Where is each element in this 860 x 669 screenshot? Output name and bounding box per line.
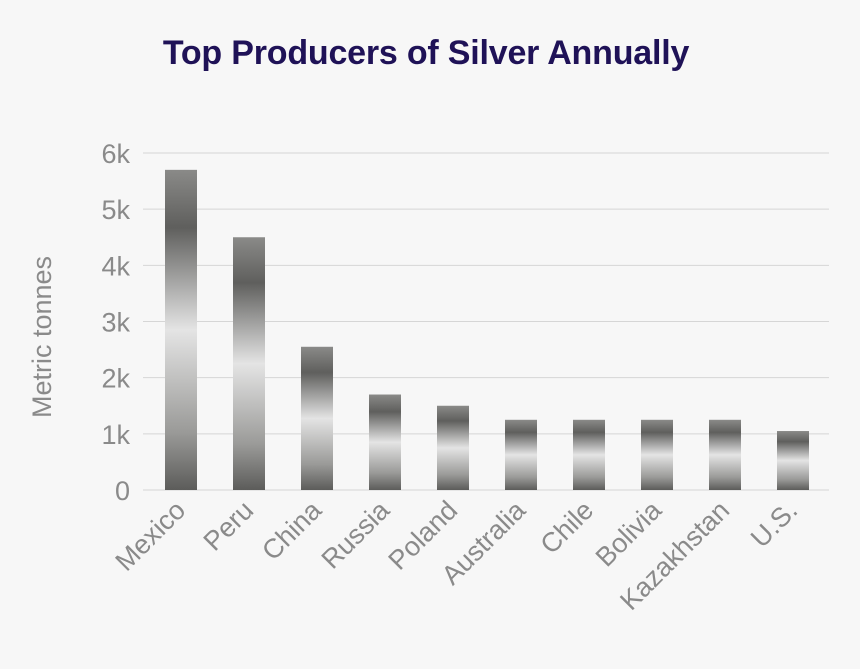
x-tick-label: U.S.: [745, 495, 803, 553]
y-tick-label: 6k: [101, 139, 130, 169]
y-tick-label: 4k: [101, 251, 130, 281]
x-tick-label: Chile: [535, 495, 600, 560]
y-tick-label: 2k: [101, 364, 130, 394]
bar-kazakhstan: [709, 419, 741, 490]
bar-poland: [437, 405, 469, 490]
y-axis-ticks: 0 1k 2k 3k 4k 5k 6k: [101, 139, 130, 506]
bar-china: [301, 346, 333, 490]
y-axis-label: Metric tonnes: [27, 256, 57, 418]
x-tick-label: Russia: [316, 494, 396, 574]
chart-title: Top Producers of Silver Annually: [162, 34, 690, 72]
bar-bolivia: [641, 419, 673, 490]
y-tick-label: 3k: [101, 308, 130, 338]
y-tick-label: 1k: [101, 420, 130, 450]
x-tick-label: Mexico: [110, 495, 192, 577]
bar-russia: [369, 394, 401, 490]
bar-mexico: [165, 169, 197, 490]
bar-chile: [573, 419, 605, 490]
x-tick-label: Peru: [198, 495, 260, 557]
y-tick-label: 5k: [101, 195, 130, 225]
bar-australia: [505, 419, 537, 490]
y-tick-label: 0: [115, 476, 130, 506]
bar-peru: [233, 237, 265, 490]
bars: [165, 169, 809, 490]
bar-us: [777, 431, 809, 490]
